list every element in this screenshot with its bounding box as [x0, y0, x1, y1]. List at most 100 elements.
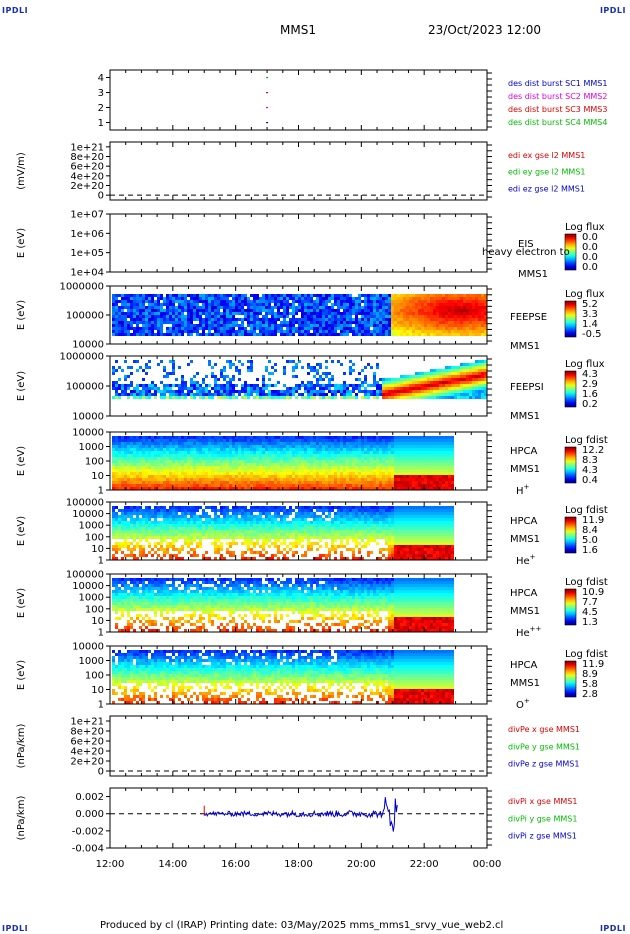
panel-feepse-cell — [400, 318, 403, 321]
panel-hpca_h-cell — [178, 445, 181, 448]
panel-feepse-cell — [253, 318, 256, 321]
panel-hpca_h-cell — [418, 436, 421, 439]
panel-hpca_h-cell — [322, 475, 325, 478]
panel-hpca_h-cell — [367, 469, 370, 472]
panel-feepse-cell — [151, 318, 154, 321]
panel-feepse-cell — [340, 303, 343, 306]
panel-feepse-cell — [187, 318, 190, 321]
panel-feepsi-cell — [139, 396, 142, 399]
panel-hpca_h-cell — [247, 463, 250, 466]
panel-hpca_h-cell — [244, 484, 247, 487]
panel-feepse-colorbar-tick: 3.3 — [582, 309, 598, 320]
panel-hpca_h-cell — [409, 481, 412, 484]
panel-feepsi-cell — [472, 369, 475, 372]
panel-feepse-cell — [358, 294, 361, 297]
panel-feepse-cell — [274, 303, 277, 306]
panel-hpca_h-cell — [265, 436, 268, 439]
panel-feepse-cell — [424, 297, 427, 300]
panel-hpca_h-cell — [166, 460, 169, 463]
panel-feepse-cell — [286, 294, 289, 297]
panel-hpca_h-cell — [214, 475, 217, 478]
panel-feepse-cell — [421, 315, 424, 318]
panel-feepse-cell — [352, 318, 355, 321]
panel-hpca_h-cell — [214, 442, 217, 445]
panel-hpca_h-cell — [250, 469, 253, 472]
panel-hpca_h-cell — [223, 445, 226, 448]
panel-feepsi-y-label: E (eV) — [16, 371, 27, 401]
panel-feepsi-cell — [256, 393, 259, 396]
panel-hpca_h-cell — [136, 445, 139, 448]
panel-burst-legend-item: des dist burst SC1 MMS1 — [508, 79, 607, 88]
panel-feepse-cell — [331, 330, 334, 333]
panel-feepse-cell — [343, 327, 346, 330]
panel-feepse-cell — [382, 318, 385, 321]
panel-hpca_h-cell — [244, 460, 247, 463]
panel-hpca_h-cell — [214, 448, 217, 451]
panel-feepsi-cell — [469, 363, 472, 366]
panel-feepse-cell — [196, 327, 199, 330]
panel-feepsi-cell — [394, 393, 397, 396]
panel-hpca_h-cell — [448, 454, 451, 457]
panel-hpca_h-cell — [313, 466, 316, 469]
panel-feepse-cell — [226, 297, 229, 300]
panel-feepsi-cell — [259, 393, 262, 396]
panel-feepse-cell — [358, 327, 361, 330]
panel-hpca_h-cell — [157, 448, 160, 451]
panel-hpca_h-cell — [295, 466, 298, 469]
panel-feepsi-cell — [151, 384, 154, 387]
panel-feepse-cell — [256, 306, 259, 309]
panel-hpca_h-cell — [418, 478, 421, 481]
panel-eis-frame — [109, 213, 488, 273]
panel-feepsi-cell — [457, 396, 460, 399]
panel-feepse-cell — [475, 297, 478, 300]
panel-feepsi-cell — [418, 381, 421, 384]
panel-hpca_h-cell — [262, 478, 265, 481]
panel-hpca_h-cell — [394, 487, 397, 490]
panel-feepse-cell — [481, 306, 484, 309]
panel-hpca_h-cell — [340, 481, 343, 484]
panel-feepse-cell — [385, 321, 388, 324]
panel-feepsi-cell — [223, 366, 226, 369]
panel-feepsi-cell — [124, 360, 127, 363]
panel-hpca_h-cell — [259, 439, 262, 442]
panel-feepse-cell — [346, 306, 349, 309]
panel-feepse-cell — [403, 294, 406, 297]
panel-hpca_h-cell — [277, 487, 280, 490]
panel-hpca_h-cell — [244, 463, 247, 466]
panel-feepse-cell — [409, 309, 412, 312]
panel-feepse-cell — [133, 309, 136, 312]
panel-feepse-cell — [466, 315, 469, 318]
panel-hpca_h-cell — [346, 469, 349, 472]
panel-feepse-cell — [235, 312, 238, 315]
panel-hpca_h-cell — [238, 445, 241, 448]
panel-feepse-cell — [169, 330, 172, 333]
panel-feepse-cell — [409, 321, 412, 324]
panel-feepse-cell — [259, 297, 262, 300]
panel-feepsi-cell — [421, 393, 424, 396]
panel-hpca_h-cell — [181, 439, 184, 442]
panel-feepsi-cell — [382, 393, 385, 396]
panel-hpca_h-cell — [349, 454, 352, 457]
panel-hpca_h-cell — [433, 481, 436, 484]
panel-feepse-cell — [259, 327, 262, 330]
panel-hpca_h-cell — [190, 457, 193, 460]
panel-hpca_h-cell — [298, 484, 301, 487]
panel-hpca_h-cell — [436, 484, 439, 487]
panel-hpca_h-cell — [331, 454, 334, 457]
panel-feepse-cell — [397, 300, 400, 303]
panel-hpca_h-cell — [346, 454, 349, 457]
panel-hpca_h-cell — [415, 451, 418, 454]
panel-feepse-cell — [160, 330, 163, 333]
panel-feepsi-cell — [163, 384, 166, 387]
panel-feepsi-cell — [148, 396, 151, 399]
panel-hpca_h-cell — [262, 457, 265, 460]
panel-feepse-cell — [241, 312, 244, 315]
panel-feepse-cell — [352, 309, 355, 312]
panel-feepse-cell — [259, 330, 262, 333]
panel-feepse-cell — [277, 300, 280, 303]
panel-hpca_h-cell — [196, 436, 199, 439]
panel-hpca_h-cell — [139, 469, 142, 472]
panel-feepse-cell — [286, 303, 289, 306]
panel-hpca_h-cell — [394, 475, 397, 478]
panel-feepsi-cell — [418, 390, 421, 393]
